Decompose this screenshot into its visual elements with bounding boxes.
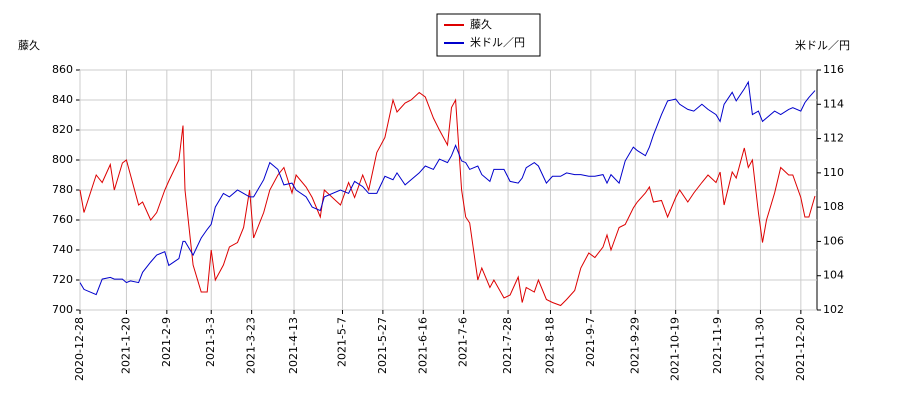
y-tick-label: 760: [52, 213, 73, 226]
x-tick-label: 2020-12-28: [73, 317, 86, 381]
x-tick-label: 2021-1-20: [119, 317, 132, 374]
x-tick-label: 2021-6-16: [416, 317, 429, 374]
y2-tick-label: 112: [823, 132, 844, 145]
y2-tick-label: 106: [823, 234, 844, 247]
x-tick-label: 2021-10-19: [669, 317, 682, 381]
y2-tick-label: 114: [823, 97, 844, 110]
x-tick-label: 2021-11-30: [753, 317, 766, 381]
y2-tick-label: 108: [823, 200, 844, 213]
y-tick-label: 860: [52, 63, 73, 76]
x-tick-label: 2021-3-3: [204, 317, 217, 367]
x-tick-label: 2021-7-6: [457, 317, 470, 367]
y-tick-label: 820: [52, 123, 73, 136]
x-tick-label: 2021-9-7: [584, 317, 597, 367]
x-tick-label: 2021-4-13: [287, 317, 300, 374]
y-axis-label: 藤久: [18, 39, 40, 52]
x-tick-label: 2021-3-23: [245, 317, 258, 374]
x-tick-label: 2021-12-20: [794, 317, 807, 381]
x-tick-label: 2021-9-29: [628, 317, 641, 374]
series-line: [79, 80, 816, 296]
y2-tick-label: 110: [823, 166, 844, 179]
y2-axis-label: 米ドル／円: [795, 39, 850, 52]
y2-tick-label: 116: [823, 63, 844, 76]
y2-tick-label: 102: [823, 303, 844, 316]
y-tick-label: 840: [52, 93, 73, 106]
y-tick-label: 800: [52, 153, 73, 166]
y-tick-label: 740: [52, 243, 73, 256]
x-tick-label: 2021-5-27: [376, 317, 389, 374]
legend: [436, 13, 541, 57]
x-tick-label: 2021-5-7: [335, 317, 348, 367]
y2-tick-label: 104: [823, 269, 844, 282]
x-tick-label: 2021-8-18: [543, 317, 556, 374]
x-tick-label: 2021-7-28: [501, 317, 514, 374]
y-tick-label: 780: [52, 183, 73, 196]
legend-label: 藤久: [470, 18, 492, 31]
y-tick-label: 720: [52, 273, 73, 286]
legend-label: 米ドル／円: [470, 36, 525, 49]
x-tick-label: 2021-2-9: [160, 317, 173, 367]
series-line: [79, 91, 816, 307]
y-tick-label: 700: [52, 303, 73, 316]
x-tick-label: 2021-11-9: [711, 317, 724, 374]
